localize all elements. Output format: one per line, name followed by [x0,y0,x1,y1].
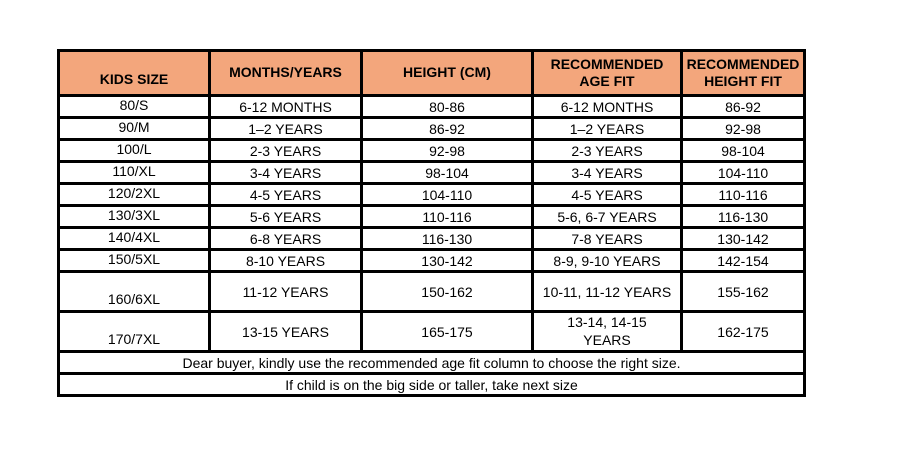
cell-months-years: 2-3 YEARS [208,138,363,163]
cell-height-cm: 150-162 [360,270,534,313]
cell-kids-size: 90/M [57,116,211,141]
cell-kids-size: 110/XL [57,160,211,185]
note-text: Dear buyer, kindly use the recommended a… [57,350,806,375]
cell-age-fit: 1–2 YEARS [531,116,683,141]
cell-age-fit: 4-5 YEARS [531,182,683,207]
cell-kids-size: 150/5XL [57,248,211,273]
cell-height-cm: 110-116 [360,204,534,229]
table-row: 160/6XL 11-12 YEARS 150-162 10-11, 11-12… [57,270,806,313]
cell-height-cm: 130-142 [360,248,534,273]
cell-age-fit: 2-3 YEARS [531,138,683,163]
cell-height-fit: 130-142 [680,226,806,251]
table-row: 170/7XL 13-15 YEARS 165-175 13-14, 14-15… [57,310,806,353]
cell-months-years: 3-4 YEARS [208,160,363,185]
cell-kids-size: 170/7XL [57,310,211,353]
cell-age-fit: 7-8 YEARS [531,226,683,251]
cell-kids-size: 80/S [57,94,211,119]
table-row: 100/L 2-3 YEARS 92-98 2-3 YEARS 98-104 [57,138,806,163]
cell-kids-size: 130/3XL [57,204,211,229]
table-row: 130/3XL 5-6 YEARS 110-116 5-6, 6-7 YEARS… [57,204,806,229]
cell-months-years: 4-5 YEARS [208,182,363,207]
cell-height-fit: 86-92 [680,94,806,119]
header-months-years: MONTHS/YEARS [208,49,363,97]
cell-age-fit: 6-12 MONTHS [531,94,683,119]
table-row: 110/XL 3-4 YEARS 98-104 3-4 YEARS 104-11… [57,160,806,185]
table-row: 150/5XL 8-10 YEARS 130-142 8-9, 9-10 YEA… [57,248,806,273]
header-kids-size: KIDS SIZE [57,49,211,97]
table-row: 120/2XL 4-5 YEARS 104-110 4-5 YEARS 110-… [57,182,806,207]
cell-height-fit: 98-104 [680,138,806,163]
cell-height-cm: 86-92 [360,116,534,141]
header-recommended-height-fit: RECOMMENDED HEIGHT FIT [680,49,806,97]
cell-months-years: 5-6 YEARS [208,204,363,229]
cell-height-fit: 110-116 [680,182,806,207]
cell-height-cm: 98-104 [360,160,534,185]
cell-height-cm: 92-98 [360,138,534,163]
cell-kids-size: 140/4XL [57,226,211,251]
cell-height-cm: 80-86 [360,94,534,119]
cell-height-fit: 92-98 [680,116,806,141]
header-recommended-age-fit: RECOMMENDED AGE FIT [531,49,683,97]
cell-age-fit: 10-11, 11-12 YEARS [531,270,683,313]
cell-age-fit: 3-4 YEARS [531,160,683,185]
cell-months-years: 6-12 MONTHS [208,94,363,119]
table-row: 90/M 1–2 YEARS 86-92 1–2 YEARS 92-98 [57,116,806,141]
cell-age-fit: 8-9, 9-10 YEARS [531,248,683,273]
cell-height-fit: 104-110 [680,160,806,185]
cell-height-fit: 162-175 [680,310,806,353]
cell-months-years: 8-10 YEARS [208,248,363,273]
cell-months-years: 11-12 YEARS [208,270,363,313]
cell-height-fit: 155-162 [680,270,806,313]
kids-size-chart-table: KIDS SIZE MONTHS/YEARS HEIGHT (CM) RECOM… [57,49,806,397]
cell-kids-size: 120/2XL [57,182,211,207]
cell-height-cm: 104-110 [360,182,534,207]
cell-kids-size: 100/L [57,138,211,163]
cell-months-years: 13-15 YEARS [208,310,363,353]
cell-months-years: 1–2 YEARS [208,116,363,141]
note-row-age-fit-advice: Dear buyer, kindly use the recommended a… [57,350,806,375]
cell-height-cm: 165-175 [360,310,534,353]
cell-months-years: 6-8 YEARS [208,226,363,251]
note-row-sizing-up-advice: If child is on the big side or taller, t… [57,372,806,397]
cell-kids-size: 160/6XL [57,270,211,313]
table-row: 140/4XL 6-8 YEARS 116-130 7-8 YEARS 130-… [57,226,806,251]
note-text: If child is on the big side or taller, t… [57,372,806,397]
cell-height-fit: 116-130 [680,204,806,229]
cell-age-fit: 13-14, 14-15 YEARS [531,310,683,353]
cell-age-fit: 5-6, 6-7 YEARS [531,204,683,229]
header-height-cm: HEIGHT (CM) [360,49,534,97]
header-row: KIDS SIZE MONTHS/YEARS HEIGHT (CM) RECOM… [57,49,806,97]
cell-height-cm: 116-130 [360,226,534,251]
cell-height-fit: 142-154 [680,248,806,273]
table-row: 80/S 6-12 MONTHS 80-86 6-12 MONTHS 86-92 [57,94,806,119]
